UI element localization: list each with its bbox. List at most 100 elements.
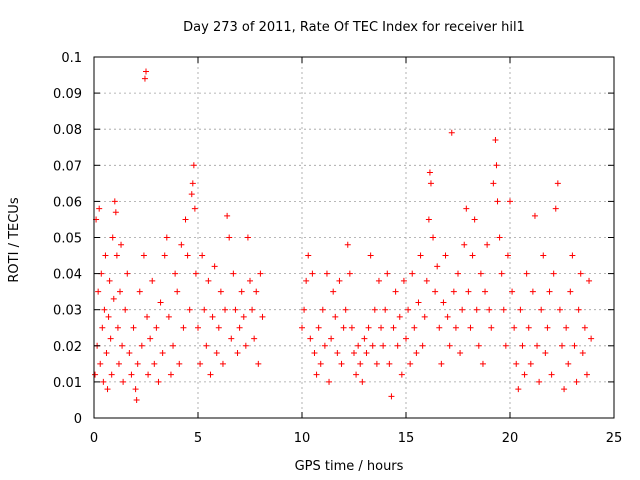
data-point <box>403 335 409 342</box>
data-point <box>400 277 407 284</box>
x-axis-label: GPS time / hours <box>295 459 404 474</box>
data-point <box>409 270 416 277</box>
data-point <box>552 205 559 212</box>
data-point <box>438 360 445 367</box>
data-point <box>180 324 187 331</box>
data-point <box>102 252 109 259</box>
grid-lines <box>94 57 614 418</box>
data-point <box>363 350 370 357</box>
data-point <box>328 335 335 342</box>
data-point <box>336 277 343 284</box>
data-point <box>486 306 493 313</box>
data-point <box>143 68 149 75</box>
data-point <box>419 342 426 349</box>
data-point <box>575 306 582 313</box>
data-point <box>340 324 347 331</box>
data-point <box>583 371 590 378</box>
data-point <box>190 162 197 169</box>
data-point <box>141 75 148 82</box>
data-point <box>396 313 403 320</box>
x-tick-label: 5 <box>194 431 202 446</box>
data-point <box>465 288 472 295</box>
data-point <box>519 342 526 349</box>
data-point <box>155 378 162 385</box>
data-point <box>344 241 351 248</box>
data-point <box>299 324 305 331</box>
data-point <box>492 137 499 144</box>
data-point <box>159 350 166 357</box>
data-point <box>255 360 262 367</box>
data-point <box>479 360 486 367</box>
data-point <box>176 360 183 367</box>
y-tick-label: 0.03 <box>53 304 82 319</box>
data-point <box>569 252 576 259</box>
data-point <box>240 313 247 320</box>
data-point <box>542 350 549 357</box>
chart-title: Day 273 of 2011, Rate Of TEC Index for r… <box>183 20 525 35</box>
data-point <box>303 277 310 284</box>
data-point <box>475 342 482 349</box>
x-tick-label: 20 <box>502 431 519 446</box>
data-point <box>411 324 418 331</box>
data-point <box>565 360 572 367</box>
x-tick-label: 0 <box>90 431 98 446</box>
data-point <box>195 324 201 331</box>
y-axis-label: ROTI / TECUs <box>7 197 22 282</box>
data-point <box>236 324 243 331</box>
data-point <box>174 288 181 295</box>
data-point <box>140 252 147 259</box>
data-point <box>153 324 160 331</box>
data-point <box>467 324 474 331</box>
data-point <box>531 212 538 219</box>
data-point <box>388 393 395 400</box>
data-point <box>517 306 524 313</box>
data-point <box>207 371 214 378</box>
data-point <box>473 306 480 313</box>
y-tick-labels: 0 0.01 0.02 0.03 0.04 0.05 0.06 0.07 0.08 0.09 0.1 <box>53 51 82 427</box>
y-tick-label: 0.01 <box>53 376 82 391</box>
data-point <box>346 270 353 277</box>
data-point <box>529 288 536 295</box>
data-point <box>463 205 470 212</box>
data-point <box>446 342 453 349</box>
data-point <box>556 306 563 313</box>
data-point <box>211 263 218 270</box>
data-point <box>415 299 422 306</box>
data-point <box>534 342 541 349</box>
data-point <box>538 306 545 313</box>
data-point <box>305 252 312 259</box>
data-point <box>390 324 397 331</box>
data-point <box>369 342 376 349</box>
data-point <box>579 350 586 357</box>
data-point <box>513 360 520 367</box>
data-point <box>373 360 380 367</box>
data-point <box>133 396 140 403</box>
x-tick-label: 25 <box>606 431 623 446</box>
data-point <box>122 306 129 313</box>
data-point <box>448 129 455 136</box>
data-point <box>382 306 389 313</box>
data-point <box>188 191 195 198</box>
data-point <box>430 234 437 241</box>
data-point <box>550 270 557 277</box>
data-point <box>138 342 145 349</box>
data-point <box>110 295 117 302</box>
data-point <box>301 306 308 313</box>
data-point <box>348 324 355 331</box>
data-point <box>371 306 378 313</box>
data-point <box>253 288 260 295</box>
data-point <box>184 252 191 259</box>
data-point <box>103 350 110 357</box>
data-point <box>353 371 360 378</box>
data-point <box>167 371 174 378</box>
y-tick-label: 0.05 <box>53 232 82 247</box>
data-point <box>96 205 103 212</box>
data-point <box>536 378 543 385</box>
data-point <box>559 342 565 349</box>
data-point <box>178 241 185 248</box>
data-point <box>500 306 507 313</box>
data-point <box>490 180 497 187</box>
data-point <box>118 241 125 248</box>
data-point <box>573 378 580 385</box>
